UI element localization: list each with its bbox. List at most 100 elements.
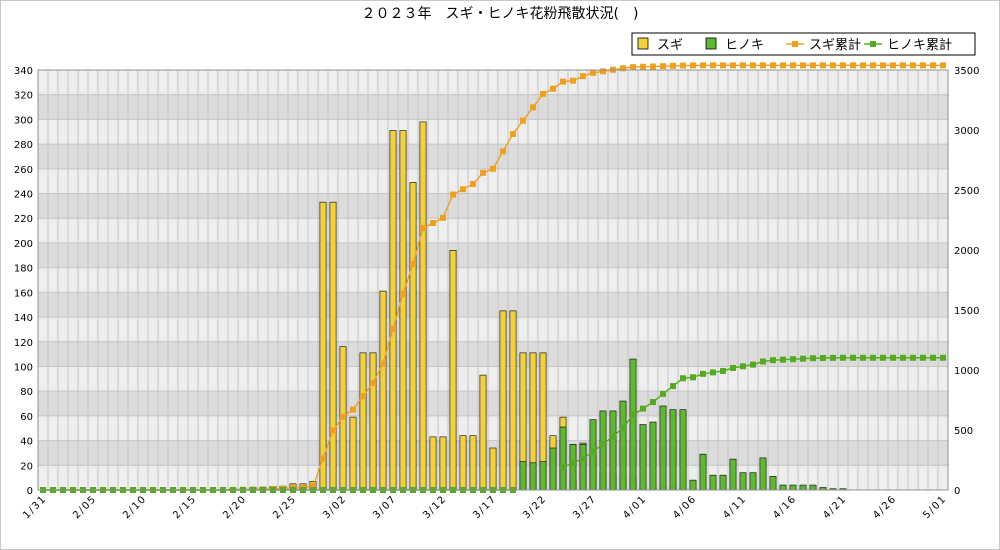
sugi-cumulative-point [500, 148, 506, 155]
hinoki-bar [579, 443, 587, 491]
hinoki-cumulative-point [730, 364, 736, 371]
sugi-cumulative-point [890, 62, 896, 69]
x-tick-label: 3/07 [371, 493, 399, 521]
sugi-cumulative-point [320, 455, 326, 462]
sugi-cumulative-point [380, 360, 386, 367]
hinoki-bar [719, 474, 727, 491]
y-left-tick-label: 120 [14, 338, 33, 349]
hinoki-bar [539, 461, 547, 491]
sugi-cumulative-point [880, 62, 886, 69]
hinoki-cumulative-point [630, 412, 636, 418]
sugi-cumulative-point [530, 104, 536, 111]
y-right-tick-label: 2000 [954, 246, 979, 257]
hinoki-cumulative-point [680, 375, 686, 382]
hinoki-cumulative-point [570, 460, 576, 466]
sugi-bar [399, 130, 407, 491]
hinoki-cumulative-point [610, 433, 616, 440]
plot-border [37, 69, 949, 491]
hinoki-cumulative-point [920, 354, 926, 361]
sugi-cumulative-point [330, 427, 336, 434]
hinoki-bar [709, 474, 717, 491]
hinoki-bar [519, 461, 527, 491]
sugi-bar [369, 352, 377, 491]
sugi-cumulative-point [760, 62, 766, 69]
hinoki-bar [569, 443, 577, 491]
x-tick-label: 4/21 [821, 493, 849, 521]
plot-band [38, 242, 948, 268]
sugi-cumulative-point [490, 165, 496, 172]
x-tick-label: 3/27 [571, 493, 599, 521]
hinoki-cumulative-point [710, 369, 716, 376]
legend: スギ ヒノキ スギ累計 ヒノキ累計 [631, 32, 976, 56]
y-left-tick-label: 160 [14, 288, 33, 299]
hinoki-cumulative-point [580, 455, 586, 462]
sugi-cumulative-point [440, 214, 446, 221]
hinoki-cumulative-point [620, 424, 626, 431]
y-left-tick-label: 20 [20, 461, 33, 472]
hinoki-cumulative-point [700, 370, 706, 377]
sugi-bar [389, 130, 397, 491]
sugi-cumulative-point [740, 62, 746, 69]
x-tick-label: 3/22 [521, 493, 549, 521]
legend-swatch-bar [705, 37, 717, 50]
sugi-cumulative-point [780, 62, 786, 69]
sugi-bar [359, 352, 367, 491]
sugi-cumulative-point [520, 117, 526, 124]
sugi-cumulative-point [660, 63, 666, 70]
hinoki-cumulative-point [780, 356, 786, 363]
sugi-cumulative-point [480, 169, 486, 176]
hinoki-cumulative-point [770, 357, 776, 364]
x-tick-label: 4/11 [721, 493, 749, 521]
sugi-cumulative-point [790, 62, 796, 69]
hinoki-cumulative-point [900, 354, 906, 361]
chart-title: ２０２３年 スギ・ヒノキ花粉飛散状況( ) [362, 6, 639, 22]
hinoki-cumulative-point [720, 367, 726, 374]
plot-band [38, 292, 948, 318]
y-right-tick-label: 3500 [954, 66, 979, 77]
sugi-bar [459, 435, 467, 491]
sugi-cumulative-point [540, 91, 546, 97]
hinoki-bar [739, 472, 747, 491]
sugi-cumulative-point [360, 393, 366, 400]
y-left-tick-label: 320 [14, 91, 33, 102]
sugi-bar [499, 310, 507, 491]
sugi-cumulative-point [850, 62, 856, 69]
sugi-cumulative-point [750, 62, 756, 69]
y-left-tick-label: 140 [14, 313, 33, 324]
hinoki-cumulative-point [600, 441, 606, 448]
hinoki-cumulative-point [650, 399, 656, 406]
x-tick-label: 3/02 [321, 493, 349, 521]
hinoki-bar [649, 421, 657, 491]
legend-swatch-marker [792, 41, 798, 47]
y-right-tick-label: 2500 [954, 186, 979, 197]
x-tick-label: 2/10 [121, 493, 149, 521]
sugi-cumulative-point [310, 483, 316, 490]
sugi-bar [449, 250, 457, 491]
hinoki-cumulative-point [930, 354, 936, 361]
hinoki-bar [729, 458, 737, 491]
x-tick-label: 2/05 [71, 493, 99, 521]
y-left-tick-label: 280 [14, 140, 33, 151]
hinoki-cumulative-point [890, 354, 896, 361]
y-left-tick-label: 200 [14, 239, 33, 250]
hinoki-bar [699, 453, 707, 491]
x-tick-label: 4/06 [671, 493, 699, 521]
y-left-tick-label: 80 [20, 387, 33, 398]
sugi-cumulative-point [460, 186, 466, 193]
hinoki-bar [609, 410, 617, 491]
hinoki-bar [779, 484, 787, 491]
y-left-tick-label: 60 [20, 412, 33, 423]
sugi-cumulative-point [620, 65, 626, 72]
y-left-tick-label: 180 [14, 264, 33, 275]
sugi-cumulative-point [400, 290, 406, 297]
sugi-cumulative-point [700, 62, 706, 69]
hinoki-bar [529, 462, 537, 491]
plot-background [38, 70, 948, 490]
legend-swatch-bar [637, 37, 649, 50]
hinoki-bar [689, 479, 697, 491]
sugi-cumulative-point [340, 413, 346, 420]
x-tick-label: 1/31 [21, 493, 49, 521]
y-right-tick-label: 3000 [954, 126, 979, 137]
sugi-cumulative-point [680, 62, 686, 69]
sugi-cumulative-point [940, 62, 946, 69]
